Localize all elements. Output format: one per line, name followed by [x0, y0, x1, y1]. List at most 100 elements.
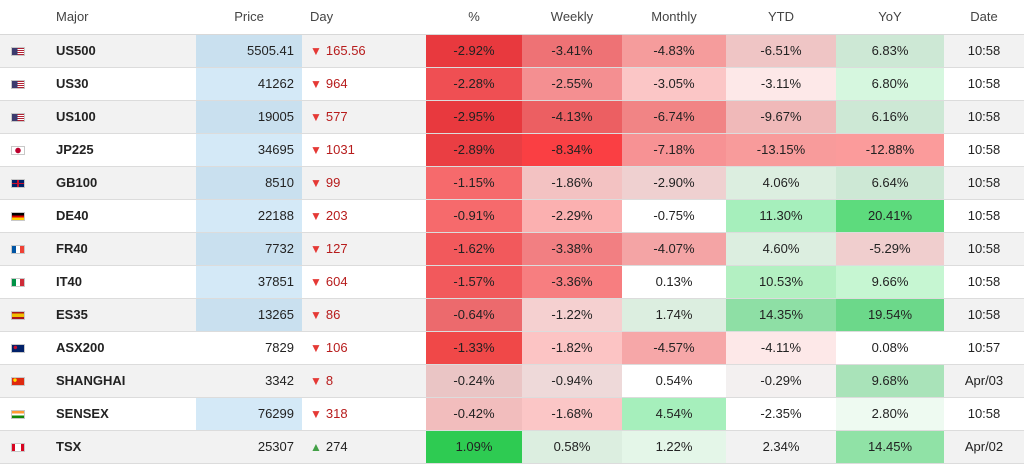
table-row[interactable]: TSX 25307 ▲ 274 1.09% 0.58% 1.22% 2.34% 14.45% Ap…	[0, 430, 1024, 464]
us-flag-icon	[11, 80, 25, 90]
pct-cell: -2.95%	[426, 100, 522, 134]
header-ytd[interactable]: YTD	[726, 0, 836, 35]
price-cell: 19005	[196, 100, 302, 134]
table-row[interactable]: ES35 13265 ▼ 86 -0.64% -1.22% 1.74% 14.35% 19.54…	[0, 298, 1024, 332]
weekly-cell: -2.29%	[522, 199, 622, 233]
pct-cell: -2.89%	[426, 133, 522, 167]
table-row[interactable]: ASX200 7829 ▼ 106 -1.33% -1.82% -4.57% -4.11% 0.…	[0, 331, 1024, 365]
price-cell: 7829	[196, 331, 302, 365]
header-weekly[interactable]: Weekly	[522, 0, 622, 35]
table-row[interactable]: GB100 8510 ▼ 99 -1.15% -1.86% -2.90% 4.06% 6.64%…	[0, 166, 1024, 200]
flag-cell	[0, 265, 36, 299]
date-cell: 10:58	[944, 100, 1024, 134]
index-name-link[interactable]: DE40	[36, 199, 196, 233]
day-change-cell: ▼ 604	[302, 265, 426, 299]
day-change-cell: ▼ 1031	[302, 133, 426, 167]
triangle-down-icon: ▼	[310, 308, 322, 322]
header-major[interactable]: Major	[36, 0, 196, 35]
header-date[interactable]: Date	[944, 0, 1024, 35]
price-cell: 7732	[196, 232, 302, 266]
au-flag-icon	[11, 344, 25, 354]
flag-cell	[0, 298, 36, 332]
triangle-down-icon: ▼	[310, 209, 322, 223]
date-cell: 10:58	[944, 232, 1024, 266]
index-name-link[interactable]: SHANGHAI	[36, 364, 196, 398]
day-change-value: 8	[325, 373, 334, 388]
weekly-cell: 0.58%	[522, 430, 622, 464]
ytd-cell: 4.60%	[726, 232, 836, 266]
index-name-link[interactable]: SENSEX	[36, 397, 196, 431]
table-row[interactable]: JP225 34695 ▼ 1031 -2.89% -8.34% -7.18% -13.15%…	[0, 133, 1024, 167]
date-cell: 10:58	[944, 34, 1024, 68]
day-change-cell: ▼ 964	[302, 67, 426, 101]
index-name-link[interactable]: US500	[36, 34, 196, 68]
index-name-link[interactable]: GB100	[36, 166, 196, 200]
date-cell: 10:58	[944, 67, 1024, 101]
pct-cell: -1.33%	[426, 331, 522, 365]
ytd-cell: -13.15%	[726, 133, 836, 167]
yoy-cell: 9.68%	[836, 364, 944, 398]
us-flag-icon	[11, 47, 25, 57]
ytd-cell: 4.06%	[726, 166, 836, 200]
triangle-down-icon: ▼	[310, 374, 322, 388]
day-change-cell: ▼ 8	[302, 364, 426, 398]
table-row[interactable]: US100 19005 ▼ 577 -2.95% -4.13% -6.74% -9.67% 6.…	[0, 100, 1024, 134]
index-name-link[interactable]: ASX200	[36, 331, 196, 365]
day-change-value: 165.56	[325, 43, 366, 58]
date-cell: 10:58	[944, 397, 1024, 431]
day-change-value: 577	[325, 109, 348, 124]
table-row[interactable]: SENSEX 76299 ▼ 318 -0.42% -1.68% 4.54% -2.35% 2.…	[0, 397, 1024, 431]
yoy-cell: 6.64%	[836, 166, 944, 200]
day-change-value: 99	[325, 175, 341, 190]
index-name-link[interactable]: JP225	[36, 133, 196, 167]
header-flag	[0, 0, 36, 35]
monthly-cell: 0.13%	[622, 265, 726, 299]
ytd-cell: -9.67%	[726, 100, 836, 134]
header-monthly[interactable]: Monthly	[622, 0, 726, 35]
flag-cell	[0, 34, 36, 68]
yoy-cell: 2.80%	[836, 397, 944, 431]
index-name-link[interactable]: US100	[36, 100, 196, 134]
table-row[interactable]: IT40 37851 ▼ 604 -1.57% -3.36% 0.13% 10.53% 9.66…	[0, 265, 1024, 299]
yoy-cell: 14.45%	[836, 430, 944, 464]
header-yoy[interactable]: YoY	[836, 0, 944, 35]
table-header-row: Major Price Day % Weekly Monthly YTD YoY…	[0, 0, 1024, 35]
date-cell: 10:58	[944, 133, 1024, 167]
gb-flag-icon	[11, 179, 25, 189]
flag-cell	[0, 232, 36, 266]
pct-cell: -2.28%	[426, 67, 522, 101]
weekly-cell: -2.55%	[522, 67, 622, 101]
date-cell: 10:58	[944, 199, 1024, 233]
weekly-cell: -3.41%	[522, 34, 622, 68]
header-day[interactable]: Day	[302, 0, 426, 35]
index-name-link[interactable]: IT40	[36, 265, 196, 299]
index-name-link[interactable]: US30	[36, 67, 196, 101]
index-name-link[interactable]: ES35	[36, 298, 196, 332]
index-name-link[interactable]: FR40	[36, 232, 196, 266]
day-change-value: 203	[325, 208, 348, 223]
table-row[interactable]: US30 41262 ▼ 964 -2.28% -2.55% -3.05% -3.11% 6.8…	[0, 67, 1024, 101]
table-row[interactable]: FR40 7732 ▼ 127 -1.62% -3.38% -4.07% 4.60% -5.29…	[0, 232, 1024, 266]
monthly-cell: -4.83%	[622, 34, 726, 68]
flag-cell	[0, 100, 36, 134]
price-cell: 22188	[196, 199, 302, 233]
ytd-cell: -4.11%	[726, 331, 836, 365]
table-row[interactable]: US500 5505.41 ▼ 165.56 -2.92% -3.41% -4.83% -6.…	[0, 34, 1024, 68]
index-name-link[interactable]: TSX	[36, 430, 196, 464]
table-row[interactable]: DE40 22188 ▼ 203 -0.91% -2.29% -0.75% 11.30% 20.…	[0, 199, 1024, 233]
in-flag-icon	[11, 410, 25, 420]
pct-cell: -1.57%	[426, 265, 522, 299]
yoy-cell: 6.83%	[836, 34, 944, 68]
price-cell: 34695	[196, 133, 302, 167]
header-price[interactable]: Price	[196, 0, 302, 35]
triangle-down-icon: ▼	[310, 242, 322, 256]
flag-cell	[0, 67, 36, 101]
triangle-down-icon: ▼	[310, 275, 322, 289]
yoy-cell: 6.80%	[836, 67, 944, 101]
header-pct[interactable]: %	[426, 0, 522, 35]
pct-cell: -1.15%	[426, 166, 522, 200]
table-row[interactable]: SHANGHAI 3342 ▼ 8 -0.24% -0.94% 0.54% -0.29% 9.6…	[0, 364, 1024, 398]
monthly-cell: -6.74%	[622, 100, 726, 134]
es-flag-icon	[11, 311, 25, 321]
pct-cell: -2.92%	[426, 34, 522, 68]
